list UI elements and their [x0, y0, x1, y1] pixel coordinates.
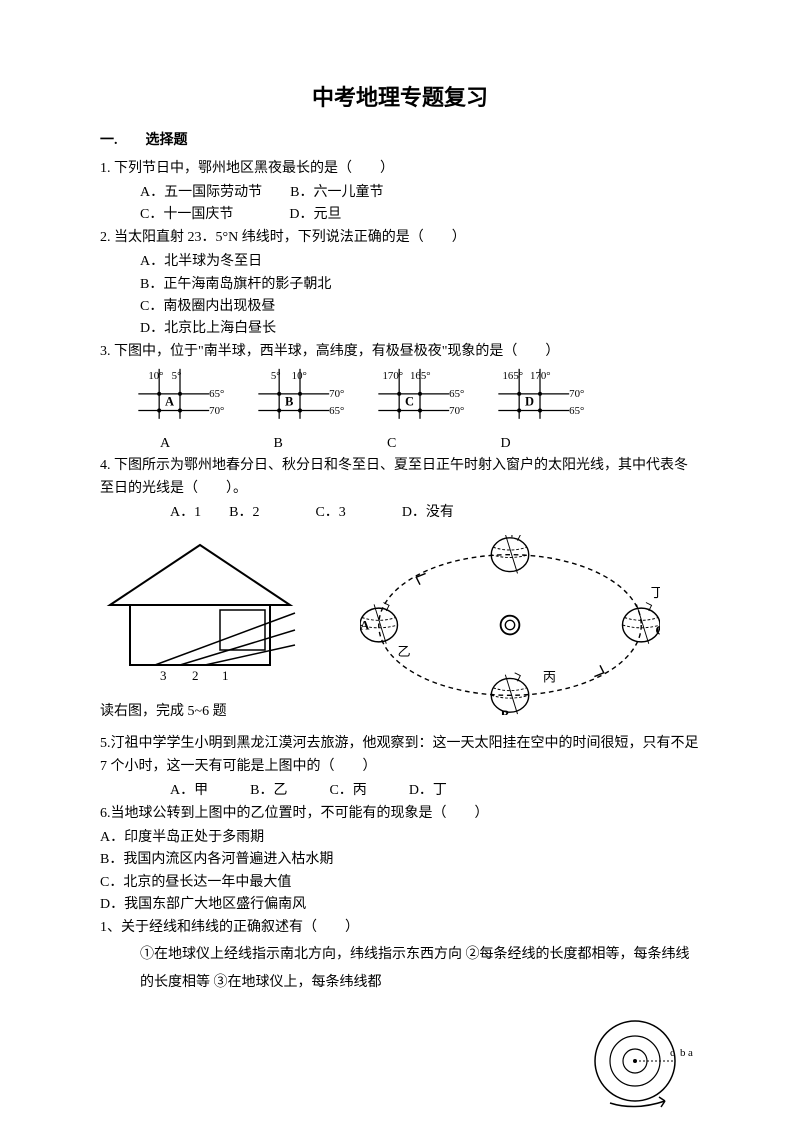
svg-text:65°: 65°: [569, 405, 584, 417]
q2-opt-d: D．北京比上海白昼长: [140, 318, 700, 340]
q1-options: A．五一国际劳动节 B．六一儿童节 C．十一国庆节 D．元旦: [100, 182, 700, 227]
q6-opt-a: A．印度半岛正处于多雨期: [100, 827, 700, 849]
svg-text:170°: 170°: [383, 370, 404, 382]
q4-opt-b: B．2: [229, 505, 259, 520]
q2-opt-c: C．南极圈内出现极昼: [140, 296, 700, 318]
link-text: 读右图，完成 5~6 题: [100, 701, 300, 723]
page-title: 中考地理专题复习: [100, 80, 700, 115]
q3-letter-row: A B C D: [100, 433, 700, 455]
svg-text:C: C: [655, 622, 660, 637]
q5-stem: 5.汀祖中学学生小明到黑龙江漠河去旅游，他观察到：这一天太阳挂在空中的时间很短，…: [100, 733, 700, 778]
q3-label-b: B: [274, 433, 384, 455]
q2-options: A．北半球为冬至日 B．正午海南岛旗杆的影子朝北 C．南极圈内出现极昼 D．北京…: [100, 251, 700, 341]
q4-options: A．1 B．2 C．3 D．没有: [100, 502, 700, 524]
svg-text:乙: 乙: [398, 644, 411, 659]
svg-text:a: a: [688, 1047, 693, 1059]
svg-text:A: A: [360, 617, 370, 632]
svg-text:3: 3: [160, 668, 167, 683]
q3-label-a: A: [160, 433, 270, 455]
q7-stem: 1、关于经线和纬线的正确叙述有（ ）: [100, 917, 700, 939]
svg-text:C: C: [405, 395, 414, 409]
q2-opt-b: B．正午海南岛旗杆的影子朝北: [140, 274, 700, 296]
orbit-figure: 甲 乙 丙 丁 A B C: [360, 535, 660, 715]
svg-text:5°: 5°: [172, 370, 182, 382]
svg-text:B: B: [285, 395, 293, 409]
q3-diagram-row: 10° 5° 65° 70° A 5° 10° 70° 65° B 170° 1…: [100, 368, 700, 428]
section-header: 一. 选择题: [100, 130, 700, 152]
svg-text:B: B: [501, 706, 510, 714]
q1-opt-b: B．六一儿童节: [290, 185, 383, 200]
bottom-circle-figure: c b a: [580, 1011, 700, 1111]
q6-stem: 6.当地球公转到上图中的乙位置时，不可能有的现象是（ ）: [100, 803, 700, 825]
svg-text:10°: 10°: [292, 370, 307, 382]
q6-opt-d: D．我国东部广大地区盛行偏南风: [100, 894, 700, 916]
q2-stem: 2. 当太阳直射 23．5°N 纬线时，下列说法正确的是（ ）: [100, 227, 700, 249]
q7-body: ①在地球仪上经线指示南北方向，纬线指示东西方向 ②每条经线的长度都相等，每条纬线…: [100, 941, 700, 997]
svg-text:10°: 10°: [148, 370, 163, 382]
svg-text:1: 1: [222, 668, 229, 683]
q3-stem: 3. 下图中，位于"南半球，西半球，高纬度，有极昼极夜"现象的是（ ）: [100, 341, 700, 363]
q6-opt-b: B．我国内流区内各河普遍进入枯水期: [100, 849, 700, 871]
grid-d: 165° 170° 70° 65° D: [490, 368, 590, 428]
svg-text:165°: 165°: [410, 370, 431, 382]
svg-text:甲: 甲: [505, 535, 518, 539]
house-figure: 3 2 1: [100, 535, 300, 685]
q5-options: A．甲 B．乙 C．丙 D．丁: [100, 780, 700, 802]
svg-text:c: c: [670, 1047, 675, 1059]
svg-text:D: D: [525, 395, 534, 409]
svg-text:70°: 70°: [569, 388, 584, 400]
svg-text:2: 2: [192, 668, 199, 683]
svg-text:65°: 65°: [449, 388, 464, 400]
svg-text:5°: 5°: [271, 370, 281, 382]
q2-opt-a: A．北半球为冬至日: [140, 251, 700, 273]
q4-opt-d: D．没有: [402, 505, 454, 520]
q5-opt-b: B．乙: [250, 783, 287, 798]
svg-text:丁: 丁: [651, 585, 660, 600]
svg-text:70°: 70°: [209, 405, 224, 417]
svg-text:A: A: [165, 395, 174, 409]
q4-opt-a: A．1: [170, 505, 201, 520]
q1-opt-c: C．十一国庆节: [140, 207, 233, 222]
svg-text:65°: 65°: [209, 388, 224, 400]
q1-opt-a: A．五一国际劳动节: [140, 185, 262, 200]
svg-text:丙: 丙: [543, 669, 556, 684]
q1-stem: 1. 下列节日中，鄂州地区黑夜最长的是（ ）: [100, 158, 700, 180]
svg-text:170°: 170°: [530, 370, 551, 382]
figure-row: 3 2 1 读右图，完成 5~6 题 甲 乙 丙 丁 A B C: [100, 535, 700, 724]
svg-text:65°: 65°: [329, 405, 344, 417]
q5-opt-d: D．丁: [409, 783, 447, 798]
grid-a: 10° 5° 65° 70° A: [130, 368, 230, 428]
svg-text:70°: 70°: [449, 405, 464, 417]
q5-opt-c: C．丙: [329, 783, 366, 798]
q5-opt-a: A．甲: [170, 783, 208, 798]
q1-opt-d: D．元旦: [289, 207, 341, 222]
q4-stem: 4. 下图所示为鄂州地春分日、秋分日和冬至日、夏至日正午时射入窗户的太阳光线，其…: [100, 455, 700, 500]
grid-b: 5° 10° 70° 65° B: [250, 368, 350, 428]
q3-label-d: D: [501, 433, 611, 455]
svg-text:b: b: [680, 1047, 686, 1059]
svg-text:165°: 165°: [503, 370, 524, 382]
svg-text:70°: 70°: [329, 388, 344, 400]
grid-c: 170° 165° 65° 70° C: [370, 368, 470, 428]
q4-opt-c: C．3: [315, 505, 345, 520]
q3-label-c: C: [387, 433, 497, 455]
q6-opt-c: C．北京的昼长达一年中最大值: [100, 872, 700, 894]
